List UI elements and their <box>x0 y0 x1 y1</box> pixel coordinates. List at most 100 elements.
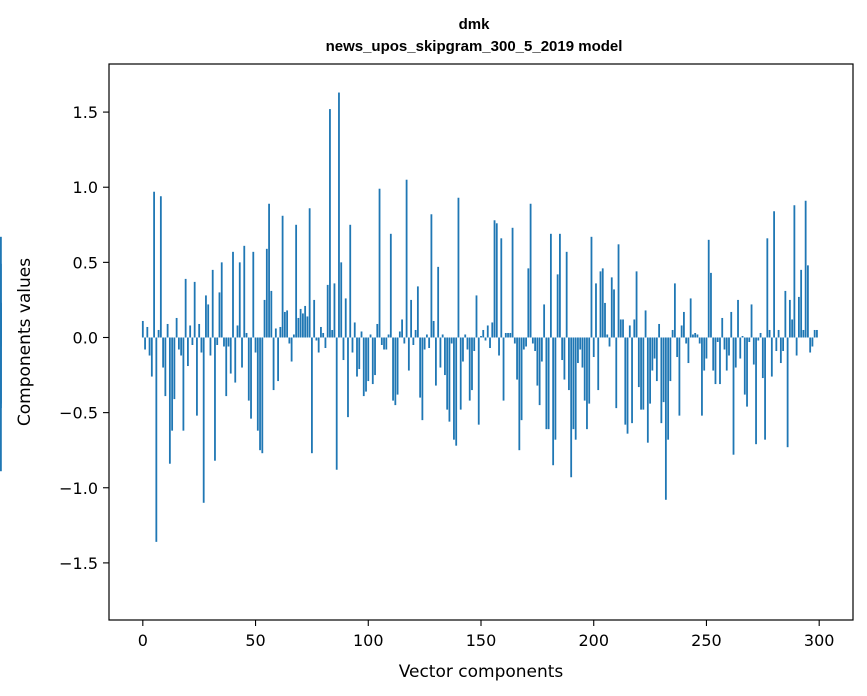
bar-series <box>0 92 818 542</box>
bar <box>347 337 349 418</box>
bar <box>182 337 185 431</box>
bar <box>752 337 755 365</box>
bar <box>507 332 509 338</box>
bar <box>637 337 640 388</box>
bar <box>455 337 458 446</box>
bar <box>649 337 651 404</box>
bar <box>259 337 261 451</box>
y-tick-label: 0.5 <box>73 253 98 272</box>
bar <box>475 295 478 338</box>
bar <box>191 337 194 345</box>
bar <box>583 337 586 401</box>
bar <box>633 319 636 338</box>
bar <box>263 299 266 338</box>
bar <box>265 248 268 338</box>
bar <box>540 337 543 362</box>
bar <box>719 337 721 385</box>
bar <box>543 304 546 338</box>
bar <box>784 290 787 338</box>
bar <box>664 337 667 500</box>
bar <box>807 265 809 338</box>
x-tick-label: 150 <box>466 631 497 650</box>
bar <box>187 337 189 367</box>
bar <box>392 337 394 401</box>
bar <box>225 337 228 397</box>
bar <box>559 233 561 338</box>
bar <box>308 208 311 338</box>
bar <box>173 337 176 400</box>
bar <box>387 334 390 338</box>
bar <box>450 337 453 344</box>
bar <box>0 310 2 338</box>
bar <box>274 328 277 338</box>
bar <box>299 308 302 338</box>
bar <box>484 337 487 341</box>
bar <box>227 337 230 347</box>
bar <box>351 337 354 353</box>
bar <box>432 320 435 338</box>
bar <box>304 305 307 338</box>
bar <box>511 227 514 338</box>
bar <box>214 337 216 461</box>
bar <box>367 337 370 382</box>
bar <box>196 337 198 416</box>
bar <box>232 251 234 338</box>
bar <box>619 319 622 338</box>
bar <box>486 325 489 338</box>
bar <box>761 337 764 379</box>
bar <box>383 337 385 350</box>
bar <box>473 337 476 352</box>
bar <box>586 337 588 430</box>
bar <box>480 335 482 338</box>
bar <box>358 337 361 370</box>
bar <box>689 298 692 338</box>
bar <box>252 251 255 338</box>
bar <box>655 337 658 382</box>
bar <box>563 337 566 380</box>
bar <box>344 298 347 338</box>
bar <box>737 299 739 338</box>
bar <box>565 251 568 338</box>
bar <box>410 299 413 338</box>
bar <box>468 337 471 401</box>
y-tick-label: 1.5 <box>73 103 98 122</box>
bar <box>581 337 584 368</box>
bar <box>574 337 577 440</box>
bar <box>811 337 814 347</box>
bar <box>793 205 796 338</box>
bar <box>601 268 604 338</box>
bar <box>791 319 794 338</box>
bar <box>549 233 552 338</box>
bar <box>748 337 751 342</box>
bar <box>660 337 663 424</box>
bar <box>723 337 726 350</box>
bar <box>671 329 674 338</box>
bar <box>773 211 775 338</box>
bar <box>437 266 440 338</box>
bar <box>441 334 444 338</box>
y-tick-label: −0.5 <box>59 404 98 423</box>
bar <box>572 337 575 430</box>
bar <box>376 323 379 338</box>
y-tick-label: −1.0 <box>59 479 98 498</box>
bar <box>651 337 654 371</box>
bar <box>394 337 397 406</box>
x-tick-label: 0 <box>138 631 148 650</box>
bar <box>155 337 158 542</box>
bar <box>338 92 340 338</box>
bar <box>624 337 627 425</box>
bar <box>238 262 241 338</box>
bar <box>329 109 331 338</box>
bar <box>444 337 446 376</box>
bar <box>732 337 735 455</box>
bar <box>439 337 442 368</box>
bar <box>261 337 264 454</box>
bar <box>335 337 338 470</box>
bar <box>669 337 672 382</box>
bar <box>405 179 408 338</box>
bar <box>270 290 273 338</box>
bar <box>453 337 455 440</box>
x-tick-label: 300 <box>804 631 835 650</box>
bar <box>202 337 205 503</box>
